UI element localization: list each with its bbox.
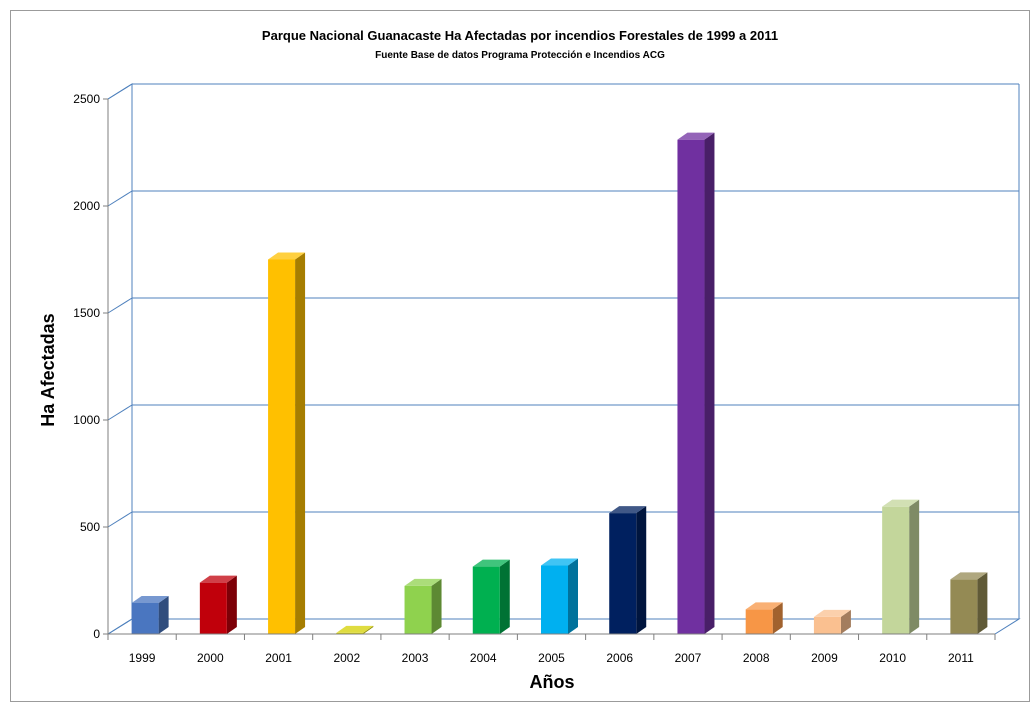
bar-side xyxy=(499,559,510,634)
bar-side xyxy=(431,578,442,634)
y-tick-label: 0 xyxy=(93,627,100,641)
y-ticks: 0 500 1000 1500 2000 2500 xyxy=(73,92,108,641)
bar-2011 xyxy=(950,572,988,634)
bar-2004 xyxy=(472,559,510,634)
y-tick-label: 1000 xyxy=(73,413,100,427)
bar-front xyxy=(950,579,978,634)
bar-side xyxy=(158,595,169,634)
bar-2003 xyxy=(404,578,442,634)
bar-top xyxy=(404,578,442,586)
bar-front xyxy=(609,513,637,634)
bar-2007 xyxy=(677,132,715,634)
bar-front xyxy=(336,632,364,634)
bar-top xyxy=(882,499,920,507)
gridline-diag xyxy=(107,190,133,207)
x-tick-label: 2011 xyxy=(948,651,974,665)
bar-front xyxy=(404,585,432,634)
bar-side xyxy=(363,625,374,634)
bar-2008 xyxy=(745,602,783,634)
bar-2001 xyxy=(268,252,306,634)
x-tick-label: 2003 xyxy=(402,651,429,665)
bar-side xyxy=(568,558,578,634)
gridline-diag xyxy=(107,511,133,528)
x-tick-label: 2009 xyxy=(811,651,838,665)
bar-top xyxy=(609,506,647,514)
bar-2006 xyxy=(609,506,647,634)
x-tick-label: 2008 xyxy=(743,651,770,665)
bar-front xyxy=(199,582,227,634)
gridline-diag xyxy=(107,297,133,314)
bar-top xyxy=(472,559,510,567)
chart-title: Parque Nacional Guanacaste Ha Afectadas … xyxy=(262,28,778,43)
bar-top xyxy=(268,252,306,260)
x-tick-label: 2001 xyxy=(265,651,292,665)
bar-top xyxy=(541,558,578,566)
bar-top xyxy=(336,625,374,633)
gridline-diag xyxy=(107,83,133,100)
bar-side xyxy=(840,609,851,634)
bar-2002 xyxy=(336,625,374,634)
bar-2010 xyxy=(882,499,920,634)
bar-side xyxy=(977,572,988,634)
bar-top xyxy=(677,132,715,140)
bar-side xyxy=(295,252,306,634)
y-tick-label: 2500 xyxy=(73,92,100,106)
x-tick-label: 2006 xyxy=(606,651,633,665)
x-tick-label: 2002 xyxy=(333,651,360,665)
bar-1999 xyxy=(131,595,169,634)
bar-front xyxy=(268,259,296,634)
bar-top xyxy=(745,602,783,610)
bar-side xyxy=(636,506,647,634)
bar-front xyxy=(677,139,705,634)
bar-top xyxy=(813,609,851,617)
x-ticks: 1999 2000 2001 2002 2003 2004 2005 2006 2007 2008… xyxy=(107,633,996,665)
x-tick-label: 2004 xyxy=(470,651,497,665)
side-wall xyxy=(107,83,133,635)
x-tick-label: 2007 xyxy=(675,651,702,665)
y-tick-label: 2000 xyxy=(73,199,100,213)
y-axis-title: Ha Afectadas xyxy=(38,313,58,426)
bar-front xyxy=(882,506,910,634)
bar-side xyxy=(226,575,237,634)
bar-side xyxy=(909,499,920,634)
bar-2005 xyxy=(541,558,578,634)
bar-side xyxy=(772,602,783,634)
x-tick-label: 2010 xyxy=(879,651,906,665)
bar-top xyxy=(950,572,988,580)
y-tick-label: 500 xyxy=(80,520,100,534)
bar-2000 xyxy=(199,575,237,634)
bars xyxy=(131,132,988,634)
bar-front xyxy=(472,566,500,634)
x-tick-label: 2005 xyxy=(538,651,565,665)
bar-front xyxy=(131,602,159,634)
y-tick-label: 1500 xyxy=(73,306,100,320)
bar-2009 xyxy=(813,609,851,634)
x-axis-title: Años xyxy=(530,672,575,692)
x-tick-label: 2000 xyxy=(197,651,224,665)
bar-top xyxy=(131,595,169,603)
bar-front xyxy=(541,565,568,634)
chart-subtitle: Fuente Base de datos Programa Protección… xyxy=(375,50,665,61)
bar-side xyxy=(704,132,715,634)
gridline-diag xyxy=(107,404,133,421)
x-tick-label: 1999 xyxy=(129,651,156,665)
gridline-diag xyxy=(107,618,133,635)
bar-top xyxy=(199,575,237,583)
bar-front xyxy=(745,609,773,634)
bar-front xyxy=(813,616,841,634)
